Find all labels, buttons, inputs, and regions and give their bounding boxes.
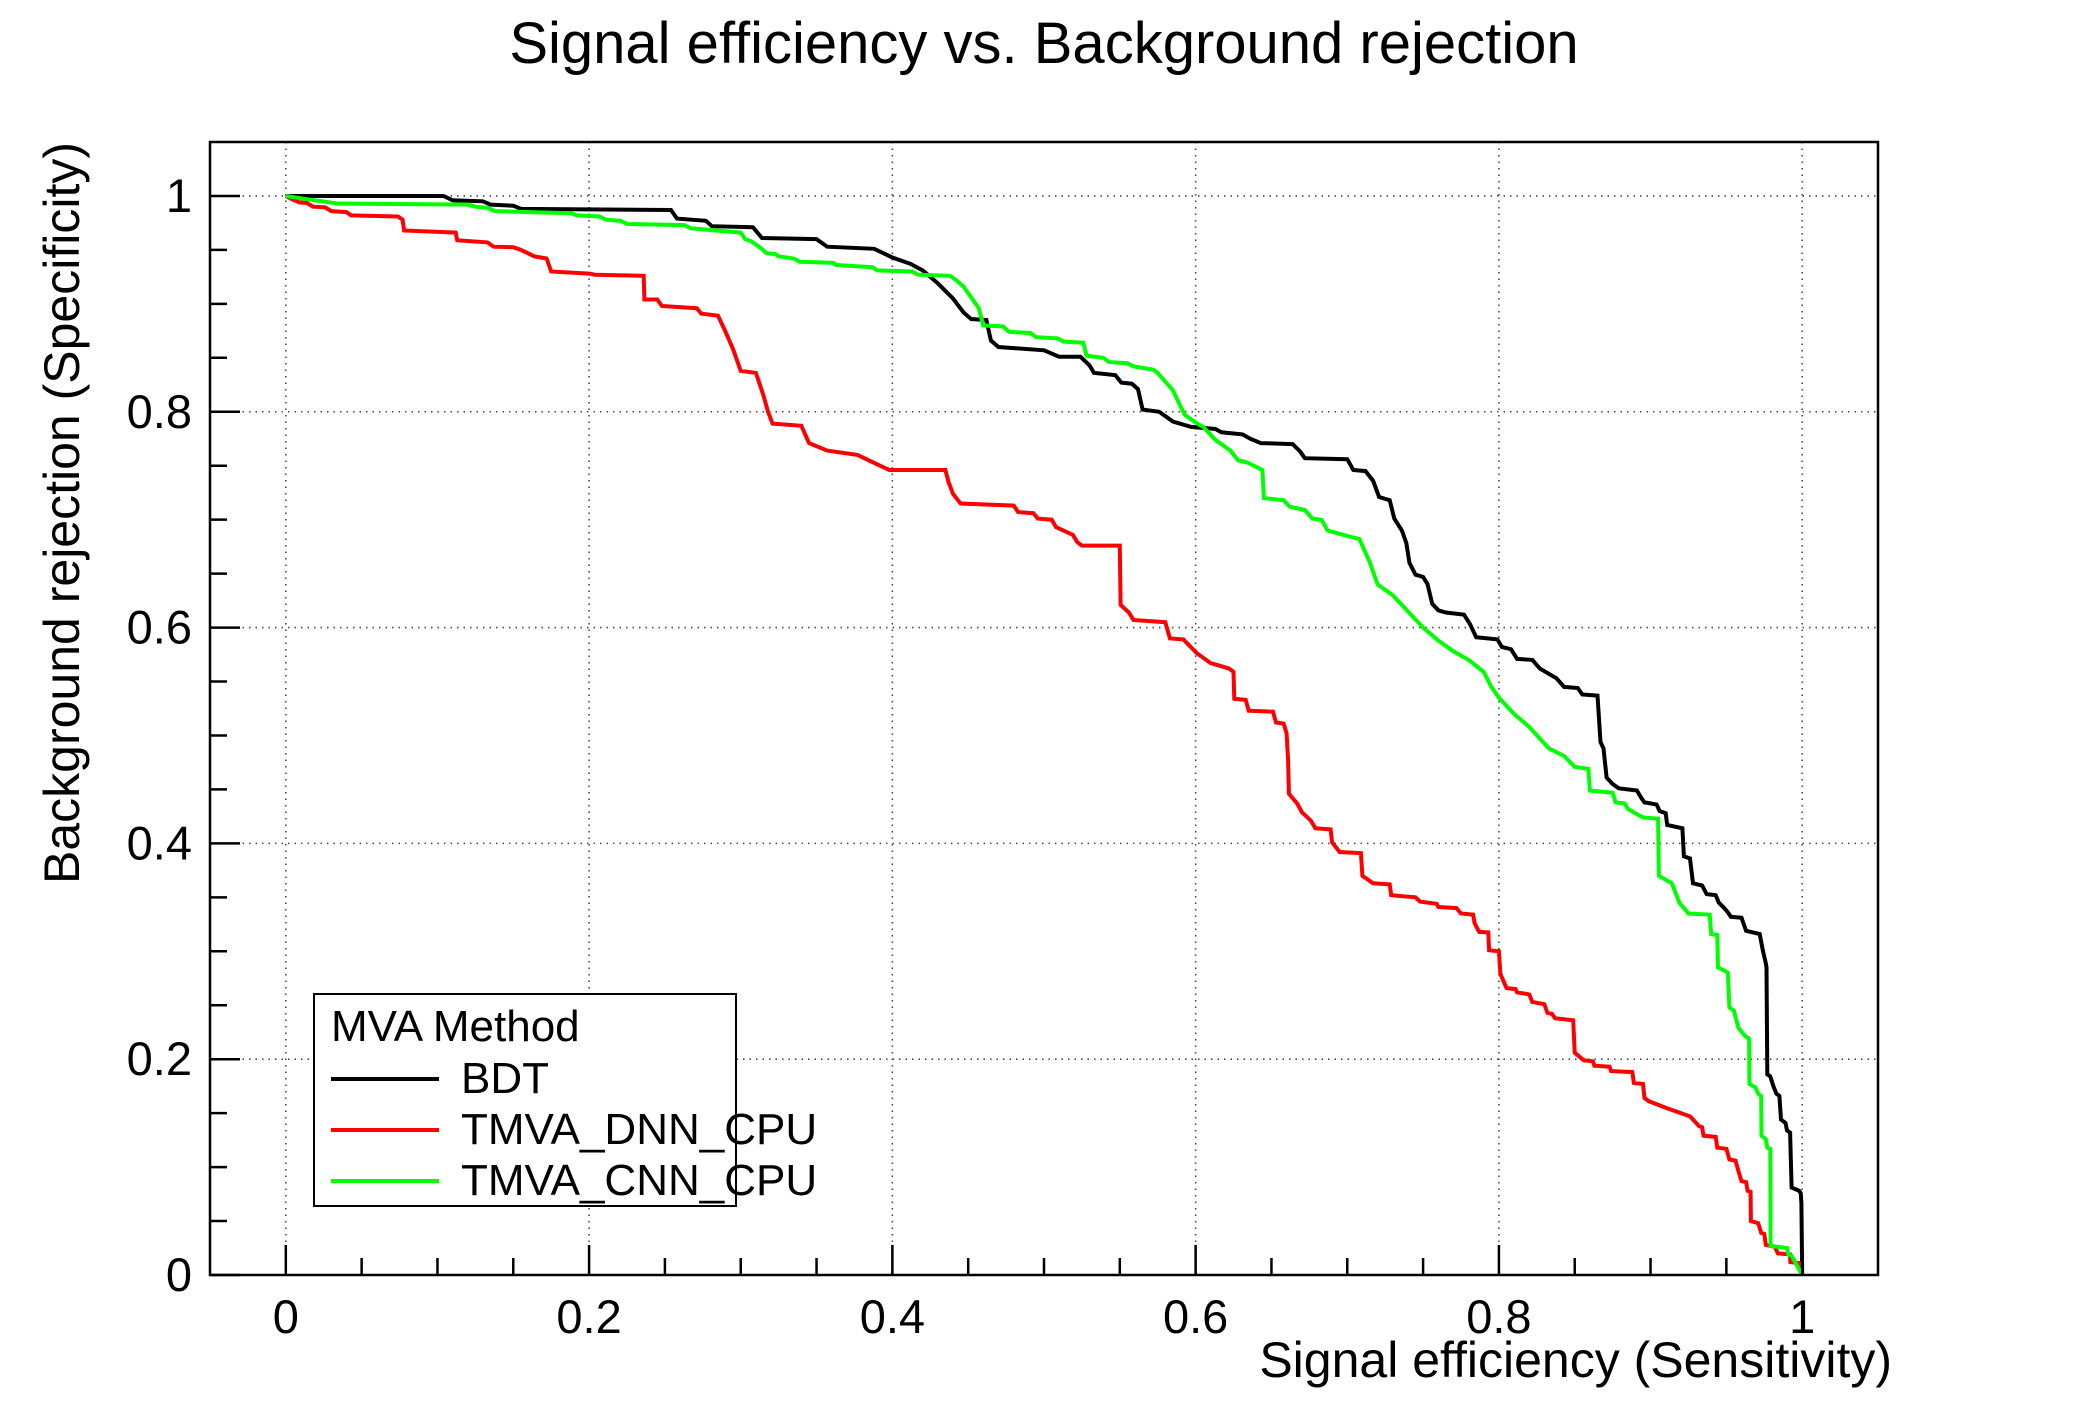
y-axis-title: Background rejection (Specificity) [34, 142, 90, 884]
legend-label-dnn: TMVA_DNN_CPU [461, 1104, 818, 1154]
y-tick-label-1: 1 [166, 169, 192, 222]
x-tick-label-1: 1 [1789, 1290, 1815, 1343]
y-tick-label-0.6: 0.6 [127, 601, 192, 654]
legend-entry-dnn: TMVA_DNN_CPU [315, 1104, 817, 1155]
y-tick-label-0.2: 0.2 [127, 1032, 192, 1085]
legend-title: MVA Method [331, 1002, 580, 1051]
x-tick-label-0.6: 0.6 [1163, 1290, 1228, 1343]
legend-line-swatch-bdt [331, 1076, 439, 1081]
x-tick-label-0.2: 0.2 [556, 1290, 621, 1343]
curve-TMVA_DNN_CPU [284, 194, 1805, 1276]
curve-BDT [285, 194, 1805, 1276]
y-tick-label-0.4: 0.4 [127, 816, 192, 869]
x-tick-label-0.8: 0.8 [1466, 1290, 1531, 1343]
legend-line-swatch-dnn [331, 1127, 439, 1132]
legend-box: MVA Method BDT TMVA_DNN_CPU TMVA_CNN_CPU [313, 993, 817, 1207]
y-tick-label-0: 0 [166, 1248, 192, 1301]
legend-entry-bdt: BDT [315, 1053, 735, 1104]
legend-label-cnn: TMVA_CNN_CPU [461, 1155, 818, 1205]
x-tick-label-0: 0 [273, 1290, 299, 1343]
legend-line-swatch-cnn [331, 1178, 439, 1183]
page-title: Signal efficiency vs. Background rejecti… [509, 11, 1579, 76]
x-tick-label-0.4: 0.4 [860, 1290, 925, 1343]
y-tick-label-0.8: 0.8 [127, 385, 192, 438]
legend-label-bdt: BDT [461, 1053, 549, 1103]
legend-entry-cnn: TMVA_CNN_CPU [315, 1155, 817, 1206]
curve-TMVA_CNN_CPU [285, 194, 1804, 1276]
x-axis-title: Signal efficiency (Sensitivity) [1259, 1332, 1892, 1388]
